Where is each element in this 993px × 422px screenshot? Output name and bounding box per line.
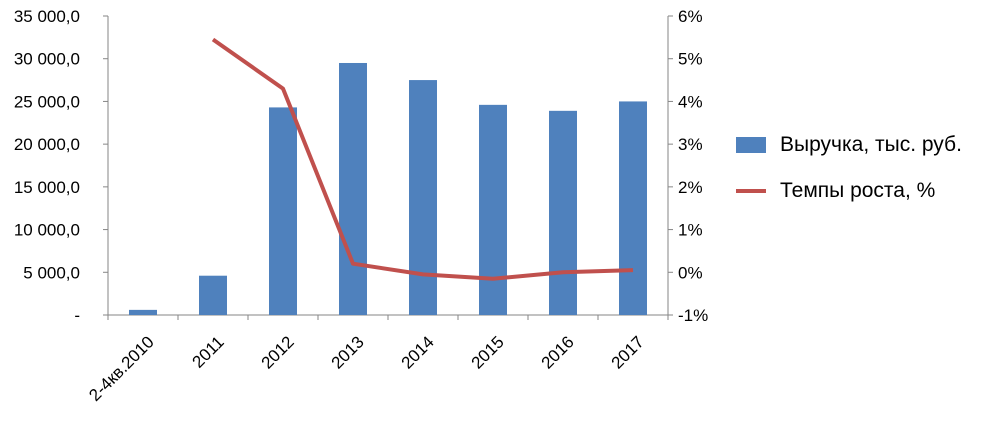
- y-left-tick-label: 35 000,0: [14, 7, 80, 26]
- legend: Выручка, тыс. руб. Темпы роста, %: [736, 122, 962, 214]
- x-tick-label: 2017: [608, 332, 648, 372]
- legend-item-growth: Темпы роста, %: [736, 168, 962, 214]
- y-left-tick-label: 30 000,0: [14, 50, 80, 69]
- y-left-tick-label: 25 000,0: [14, 92, 80, 111]
- x-tick-label: 2016: [538, 332, 578, 372]
- y-left-tick-label: -: [74, 306, 80, 325]
- legend-label-revenue: Выручка, тыс. руб.: [780, 133, 962, 156]
- y-right-tick-label: 3%: [678, 135, 703, 154]
- x-tick-label: 2012: [258, 332, 298, 372]
- legend-label-growth: Темпы роста, %: [780, 179, 936, 202]
- y-right-tick-label: -1%: [678, 306, 708, 325]
- legend-swatch-revenue: [736, 137, 766, 153]
- y-right-tick-label: 6%: [678, 7, 703, 26]
- y-right-tick-label: 1%: [678, 221, 703, 240]
- y-right-tick-label: 4%: [678, 92, 703, 111]
- x-tick-label: 2011: [189, 332, 228, 371]
- x-tick-label: 2015: [468, 332, 508, 372]
- bar-2014: [409, 80, 437, 315]
- y-left-tick-label: 5 000,0: [23, 263, 80, 282]
- y-left-tick-label: 10 000,0: [14, 221, 80, 240]
- bar-2015: [479, 104, 507, 316]
- bar-2-4кв.2010: [129, 309, 157, 315]
- y-left-tick-label: 15 000,0: [14, 178, 80, 197]
- x-tick-label: 2013: [328, 332, 368, 372]
- y-right-tick-label: 2%: [678, 178, 703, 197]
- x-tick-label: 2014: [398, 332, 438, 372]
- y-left-tick-label: 20 000,0: [14, 135, 80, 154]
- growth-line: [211, 37, 634, 281]
- y-right-tick-label: 5%: [678, 50, 703, 69]
- y-right-tick-label: 0%: [678, 263, 703, 282]
- bar-2013: [339, 62, 367, 315]
- legend-swatch-growth: [736, 189, 766, 193]
- bar-2016: [549, 110, 577, 315]
- bar-2011: [199, 275, 227, 315]
- bar-2012: [269, 107, 297, 315]
- legend-item-revenue: Выручка, тыс. руб.: [736, 122, 962, 168]
- bar-2017: [619, 101, 647, 315]
- x-tick-label: 2-4кв.2010: [85, 332, 158, 405]
